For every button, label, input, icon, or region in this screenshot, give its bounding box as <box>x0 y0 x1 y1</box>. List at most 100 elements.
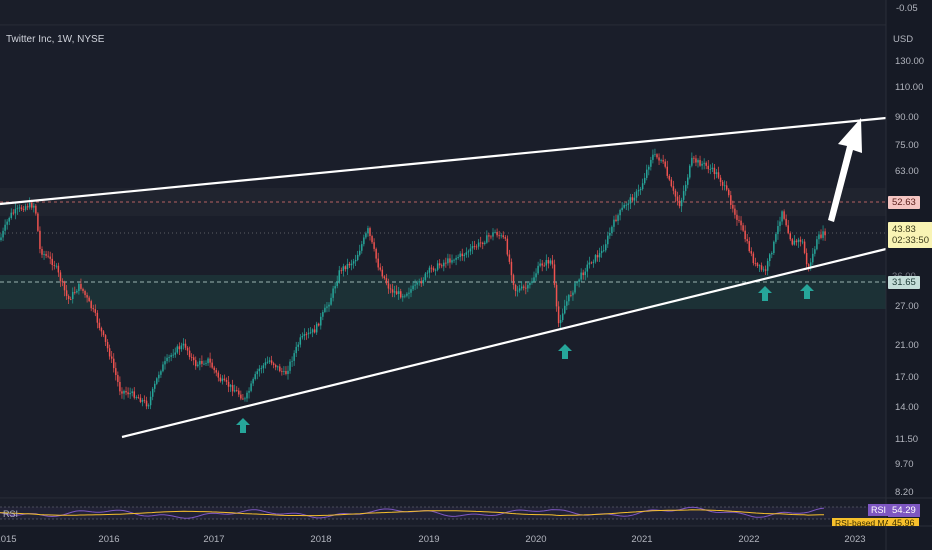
candle-body <box>2 230 4 238</box>
candle-body <box>252 379 254 384</box>
candle-body <box>777 226 779 235</box>
candle-body <box>453 259 455 261</box>
candle-body <box>160 371 162 375</box>
candle-body <box>147 405 150 407</box>
candle-body <box>283 371 285 372</box>
upper-trendline[interactable] <box>0 116 887 206</box>
candle-body <box>695 158 697 163</box>
candle-body <box>180 345 183 350</box>
candle-body <box>287 370 289 374</box>
candle-body <box>248 390 250 393</box>
candle-body <box>80 283 82 289</box>
arrow-up-icon <box>236 418 250 433</box>
candle-body <box>479 242 482 244</box>
candle-body <box>578 279 580 282</box>
candle-body <box>219 377 222 382</box>
candle-body <box>369 228 371 237</box>
candle-body <box>217 372 220 378</box>
candle-body <box>594 255 597 262</box>
candle-body <box>650 159 652 167</box>
candle-body <box>391 289 394 293</box>
candle-body <box>699 160 701 166</box>
candle-body <box>231 385 234 392</box>
candle-body <box>354 260 357 262</box>
candle-body <box>367 228 369 234</box>
candle-body <box>176 346 179 353</box>
candle-body <box>377 258 379 268</box>
candle-body <box>471 246 474 249</box>
candle-body <box>309 332 312 334</box>
lower-trendline[interactable] <box>121 247 887 439</box>
candle-body <box>37 213 39 231</box>
candle-body <box>201 360 203 364</box>
candle-body <box>307 332 310 335</box>
candle-body <box>356 254 359 261</box>
candle-body <box>162 364 164 372</box>
candle-body <box>74 291 76 293</box>
candle-body <box>607 235 609 245</box>
candle-body <box>639 189 642 191</box>
candle-body <box>586 264 589 272</box>
candle-body <box>69 299 72 300</box>
candle-body <box>426 272 429 274</box>
candle-body <box>590 262 593 264</box>
candle-body <box>322 312 324 317</box>
candle-body <box>691 157 693 166</box>
candle-body <box>664 161 666 167</box>
candle-body <box>277 366 279 368</box>
candle-body <box>178 346 181 350</box>
candle-body <box>244 398 246 400</box>
candle-body <box>611 226 613 233</box>
candle-body <box>55 265 58 267</box>
price-tick-label: 130.00 <box>895 56 925 67</box>
candle-body <box>305 334 308 335</box>
candle-body <box>734 208 736 215</box>
candle-body <box>84 290 86 296</box>
breakout-arrow-icon[interactable] <box>828 118 862 222</box>
candle-body <box>246 392 248 399</box>
candle-body <box>4 224 6 231</box>
candle-body <box>268 360 271 362</box>
candle-body <box>330 297 332 305</box>
candle-body <box>26 206 29 208</box>
candle-body <box>61 281 64 283</box>
candle-body <box>654 154 656 156</box>
candle-body <box>687 177 689 185</box>
candle-body <box>104 335 107 342</box>
candle-body <box>299 337 302 345</box>
candle-body <box>617 215 619 221</box>
candle-body <box>254 374 256 380</box>
rsi-ma-badge: RSI-based MA <box>832 518 894 526</box>
price-tick-label: 90.00 <box>895 112 919 123</box>
candle-body <box>256 371 258 375</box>
candle-body <box>514 284 517 291</box>
candle-body <box>670 179 673 187</box>
candle-body <box>63 282 66 291</box>
currency-label[interactable]: USD <box>893 34 914 45</box>
candle-body <box>633 197 636 201</box>
candle-body <box>822 231 824 238</box>
candle-body <box>365 233 367 238</box>
candle-body <box>121 391 123 394</box>
symbol-title[interactable]: Twitter Inc, 1W, NYSE <box>6 34 105 45</box>
candle-body <box>342 266 345 271</box>
candle-body <box>53 265 56 266</box>
candle-body <box>740 220 742 226</box>
candle-body <box>486 235 488 243</box>
candle-body <box>428 267 431 273</box>
time-tick-label: 2022 <box>738 534 760 545</box>
candle-body <box>22 209 25 210</box>
candle-body <box>350 263 353 266</box>
candle-body <box>303 334 306 336</box>
candle-body <box>295 346 297 354</box>
candle-body <box>272 363 275 366</box>
rsi-pane-label[interactable]: RSI <box>3 509 19 519</box>
candle-body <box>547 259 550 264</box>
candle-body <box>158 374 160 379</box>
candle-body <box>264 362 267 366</box>
candle-body <box>668 175 671 180</box>
candle-body <box>406 293 408 296</box>
candle-body <box>662 160 664 162</box>
candle-body <box>684 184 687 192</box>
